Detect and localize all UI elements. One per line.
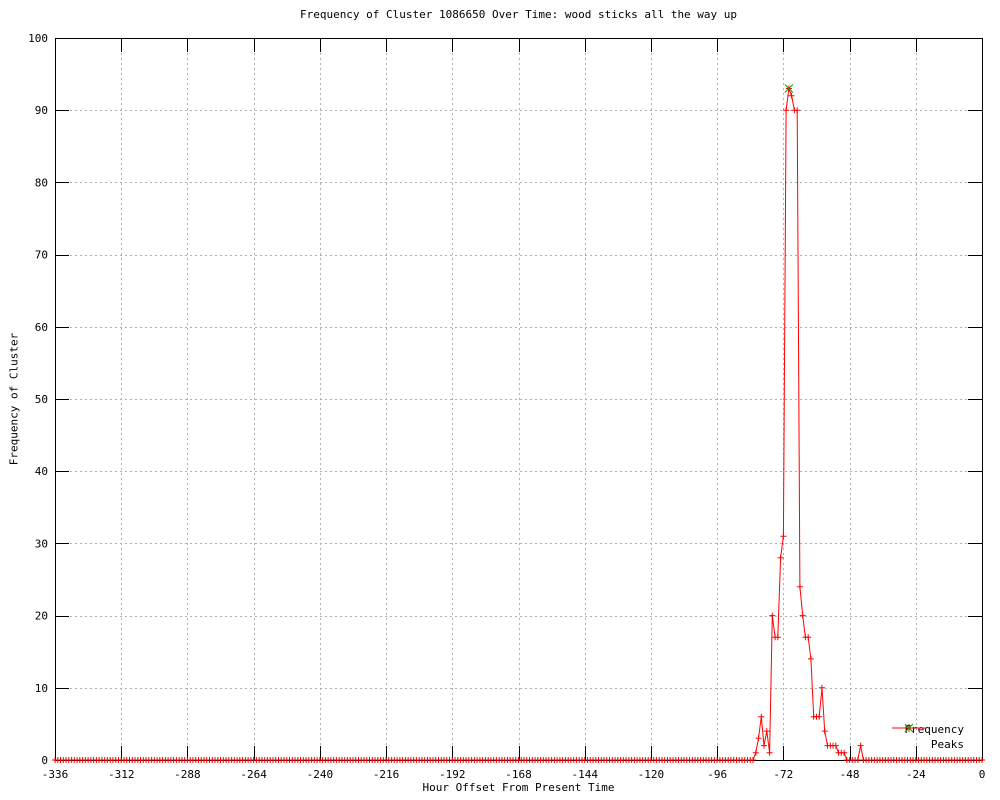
x-tick-label: -336 xyxy=(42,768,69,781)
x-tick-label: -144 xyxy=(571,768,598,781)
x-tick-label: -24 xyxy=(906,768,926,781)
legend-entry-peaks: Peaks xyxy=(892,723,969,752)
x-tick-label: -264 xyxy=(240,768,267,781)
y-tick-label: 80 xyxy=(35,176,48,189)
grid-lines xyxy=(55,38,982,760)
legend: Frequency Peaks xyxy=(892,722,969,752)
peaks-cross-icon xyxy=(904,723,914,733)
x-tick-label: -120 xyxy=(638,768,665,781)
legend-label-peaks: Peaks xyxy=(930,738,964,751)
x-axis-label: Hour Offset From Present Time xyxy=(422,781,615,794)
x-tick-label: -96 xyxy=(707,768,727,781)
peaks-cross-markers xyxy=(784,84,794,93)
x-tick-label: -240 xyxy=(307,768,334,781)
y-tick-label: 60 xyxy=(35,321,48,334)
x-tick-label: -312 xyxy=(108,768,135,781)
x-tick-label: -288 xyxy=(174,768,201,781)
y-tick-label: 40 xyxy=(35,465,48,478)
tick-labels: -336 -312 -288 -264 -240 -216 -192 -168 -144 -120… xyxy=(28,32,985,781)
chart-title: Frequency of Cluster 1086650 Over Time: … xyxy=(299,8,738,21)
x-tick-label: 0 xyxy=(979,768,986,781)
y-tick-label: 0 xyxy=(41,754,48,767)
x-tick-label: -192 xyxy=(439,768,466,781)
legend-label-frequency: Frequency xyxy=(904,723,964,736)
y-tick-label: 30 xyxy=(35,537,48,550)
y-tick-label: 20 xyxy=(35,610,48,623)
frequency-plus-markers xyxy=(52,85,985,763)
y-tick-label: 50 xyxy=(35,393,48,406)
y-axis-label: Frequency of Cluster xyxy=(7,332,21,466)
axis-ticks xyxy=(55,38,983,761)
y-tick-label: 70 xyxy=(35,249,48,262)
frequency-line xyxy=(55,88,982,761)
y-tick-label: 100 xyxy=(28,32,48,45)
x-tick-label: -48 xyxy=(840,768,860,781)
x-tick-label: -72 xyxy=(773,768,793,781)
y-tick-label: 10 xyxy=(35,682,48,695)
y-tick-label: 90 xyxy=(35,104,48,117)
x-tick-label: -168 xyxy=(505,768,532,781)
x-tick-label: -216 xyxy=(373,768,400,781)
